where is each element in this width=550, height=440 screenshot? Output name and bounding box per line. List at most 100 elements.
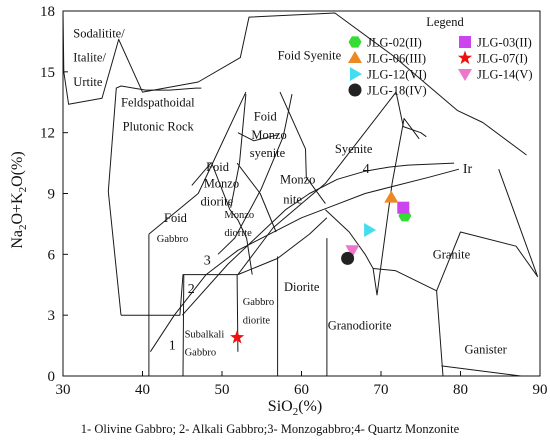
point-jlg-07-i--1 — [230, 330, 245, 344]
y-tick-label-15: 15 — [40, 65, 55, 81]
field-label-13: diorite — [201, 195, 234, 209]
point-jlg-14-v--1 — [345, 245, 360, 258]
field-label-20: 3 — [204, 254, 211, 269]
legend-marker-2 — [459, 36, 471, 48]
y-tick-label-18: 18 — [40, 4, 55, 20]
field-label-28: Granodiorite — [328, 318, 392, 332]
legend-marker-3 — [348, 51, 362, 63]
legend: Legend JLG-02(II) JLG-03(II) JLG-06(III) JLG… — [348, 15, 533, 98]
y-axis-label-part-2: 2 — [17, 225, 29, 231]
field-boundary-14 — [237, 217, 328, 276]
legend-title: Legend — [426, 15, 464, 29]
field-boundary-3 — [107, 85, 202, 192]
field-boundary-19 — [325, 118, 420, 296]
point-jlg-06-iii--1 — [384, 190, 399, 203]
field-labels: Sodalitite/Italite/Urtite Foid Syenite Fel… — [73, 26, 507, 358]
legend-label-6: JLG-14(V) — [477, 68, 533, 82]
field-boundary-2 — [62, 10, 527, 156]
field-boundary-21 — [436, 169, 539, 291]
field-label-30: Ir — [463, 162, 473, 177]
x-tick-label-40: 40 — [135, 382, 150, 398]
field-label-32: Ganister — [465, 343, 508, 357]
field-boundary-5 — [148, 91, 247, 235]
field-label-3: Urtite — [73, 75, 103, 89]
field-label-11: Foid — [206, 160, 230, 174]
legend-marker-4 — [457, 50, 473, 65]
field-boundary-24 — [149, 168, 460, 352]
field-boundary-11 — [236, 162, 277, 233]
field-label-19: diorite — [224, 228, 252, 239]
field-boundary-7 — [182, 274, 185, 377]
footnote: 1- Olivine Gabbro; 2- Alkali Gabbro;3- M… — [81, 422, 460, 436]
field-label-2: Italite/ — [73, 51, 106, 65]
legend-marker-5 — [350, 67, 362, 81]
field-label-6: Plutonic Rock — [123, 120, 195, 134]
field-label-7: Foid — [254, 110, 278, 124]
legend-label-4: JLG-07(I) — [477, 52, 528, 66]
field-label-24: diorite — [243, 315, 271, 326]
y-axis-label-part-1: Na — [9, 230, 26, 249]
x-tick-label-50: 50 — [215, 382, 230, 398]
field-boundary-8 — [217, 93, 293, 255]
field-label-10: Syenite — [335, 142, 373, 156]
point-jlg-03-ii--1 — [397, 201, 410, 214]
y-tick-label-0: 0 — [48, 369, 56, 385]
y-tick-label-6: 6 — [48, 247, 56, 263]
x-tick-label-80: 80 — [453, 382, 468, 398]
field-label-8: Monzo — [251, 128, 286, 142]
field-boundaries — [62, 10, 539, 377]
field-boundary-4 — [107, 191, 122, 316]
field-label-16: Foid — [164, 211, 188, 225]
y-axis-label-part-4: 2 — [17, 187, 29, 193]
x-tick-label-60: 60 — [294, 382, 309, 398]
legend-label-5: JLG-12(VI) — [367, 68, 427, 82]
field-label-18: Monzo — [224, 210, 254, 221]
point-jlg-18-iv--1 — [341, 251, 355, 265]
field-boundary-20 — [373, 268, 444, 377]
legend-marker-1 — [348, 36, 362, 48]
field-label-15: nite — [283, 193, 302, 207]
x-tick-label-90: 90 — [533, 382, 548, 398]
x-axis-label-unit: (%) — [298, 398, 322, 415]
legend-label-1: JLG-02(II) — [367, 36, 422, 50]
field-label-17: Gabbro — [157, 234, 189, 245]
legend-marker-6 — [458, 69, 472, 81]
field-label-31: Granite — [433, 247, 471, 261]
x-axis-label-main: SiO — [268, 398, 293, 415]
legend-label-3: JLG-06(III) — [367, 52, 426, 66]
field-boundary-22 — [441, 365, 521, 377]
field-boundary-13 — [211, 162, 253, 275]
y-axis-label-part-5: O(%) — [9, 151, 26, 187]
y-tick-label-12: 12 — [40, 126, 55, 142]
field-label-25: Subalkali — [185, 330, 225, 341]
y-tick-label-9: 9 — [48, 187, 56, 203]
field-boundary-12 — [237, 132, 279, 142]
field-label-1: Sodalitite/ — [73, 26, 125, 40]
field-label-12: Monzo — [204, 176, 239, 190]
x-axis-label: SiO2(%) — [268, 398, 322, 418]
field-label-27: Diorite — [284, 280, 320, 294]
field-label-22: 1 — [169, 339, 176, 354]
data-points — [230, 190, 412, 344]
y-axis-label: Na2O+K2O(%) — [9, 151, 29, 248]
field-label-21: 2 — [188, 282, 195, 297]
legend-marker-7 — [348, 83, 362, 97]
field-label-9: syenite — [250, 146, 286, 160]
field-label-4: Foid Syenite — [278, 49, 342, 63]
legend-label-7: JLG-18(IV) — [367, 84, 427, 98]
field-label-5: Feldspathoidal — [121, 95, 195, 109]
x-tick-label-30: 30 — [56, 382, 71, 398]
point-jlg-12-vi--1 — [364, 223, 377, 237]
field-label-26: Gabbro — [185, 348, 217, 359]
x-tick-label-70: 70 — [374, 382, 389, 398]
field-boundary-9 — [191, 162, 212, 186]
field-label-29: 4 — [363, 162, 370, 177]
y-tick-label-3: 3 — [48, 308, 56, 324]
x-axis-label-sub: 2 — [293, 406, 299, 418]
field-boundary-18 — [279, 91, 326, 204]
field-label-14: Monzo — [280, 172, 315, 186]
legend-label-2: JLG-03(II) — [477, 36, 532, 50]
field-boundary-17 — [230, 94, 247, 208]
